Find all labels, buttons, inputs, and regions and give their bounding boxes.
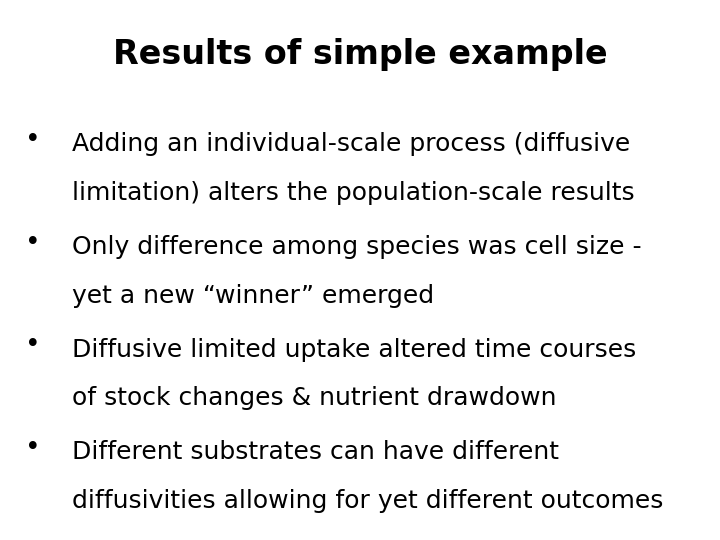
Text: diffusivities allowing for yet different outcomes: diffusivities allowing for yet different… <box>72 489 663 512</box>
Text: •: • <box>24 230 40 255</box>
Text: of stock changes & nutrient drawdown: of stock changes & nutrient drawdown <box>72 386 557 410</box>
Text: Only difference among species was cell size -: Only difference among species was cell s… <box>72 235 642 259</box>
Text: Different substrates can have different: Different substrates can have different <box>72 440 559 464</box>
Text: yet a new “winner” emerged: yet a new “winner” emerged <box>72 284 434 307</box>
Text: •: • <box>24 435 40 461</box>
Text: •: • <box>24 127 40 153</box>
Text: Adding an individual-scale process (diffusive: Adding an individual-scale process (diff… <box>72 132 630 156</box>
Text: Diffusive limited uptake altered time courses: Diffusive limited uptake altered time co… <box>72 338 636 361</box>
Text: •: • <box>24 332 40 358</box>
Text: limitation) alters the population-scale results: limitation) alters the population-scale … <box>72 181 634 205</box>
Text: Results of simple example: Results of simple example <box>113 38 607 71</box>
